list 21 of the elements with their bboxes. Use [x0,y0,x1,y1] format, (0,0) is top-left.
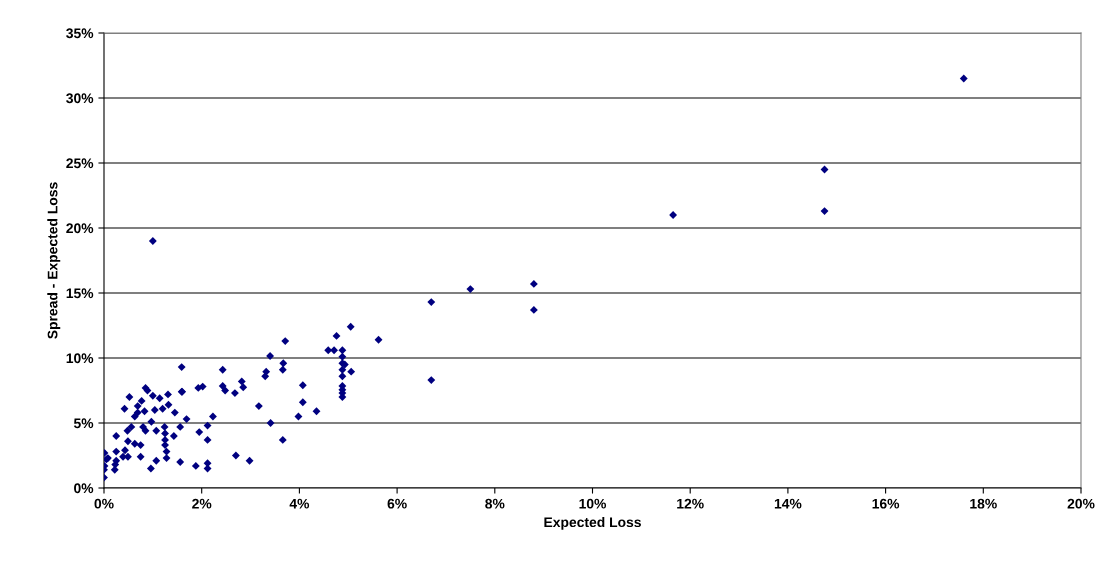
x-tick-label: 4% [289,498,310,509]
y-tick-label: 5% [73,418,94,429]
y-tick-label: 10% [66,353,94,364]
x-tick-label: 20% [1067,498,1095,509]
y-tick-label: 20% [66,223,94,234]
x-tick-label: 14% [774,498,802,509]
y-axis-title: Spread - Expected Loss [47,182,61,339]
x-tick-label: 0% [94,498,114,509]
y-tick-label: 30% [66,93,94,104]
x-tick-label: 2% [192,498,212,509]
y-tick-label: 15% [66,288,94,299]
y-tick-label: 25% [66,158,94,169]
y-tick-label: 0% [74,483,94,494]
x-tick-label: 10% [579,498,607,509]
x-tick-label: 18% [970,498,997,509]
x-tick-label: 8% [485,498,505,509]
x-tick-label: 12% [677,498,704,509]
x-axis-title: Expected Loss [544,516,641,530]
x-tick-label: 6% [387,498,407,509]
x-tick-label: 16% [872,498,900,509]
y-tick-label: 35% [66,28,94,39]
